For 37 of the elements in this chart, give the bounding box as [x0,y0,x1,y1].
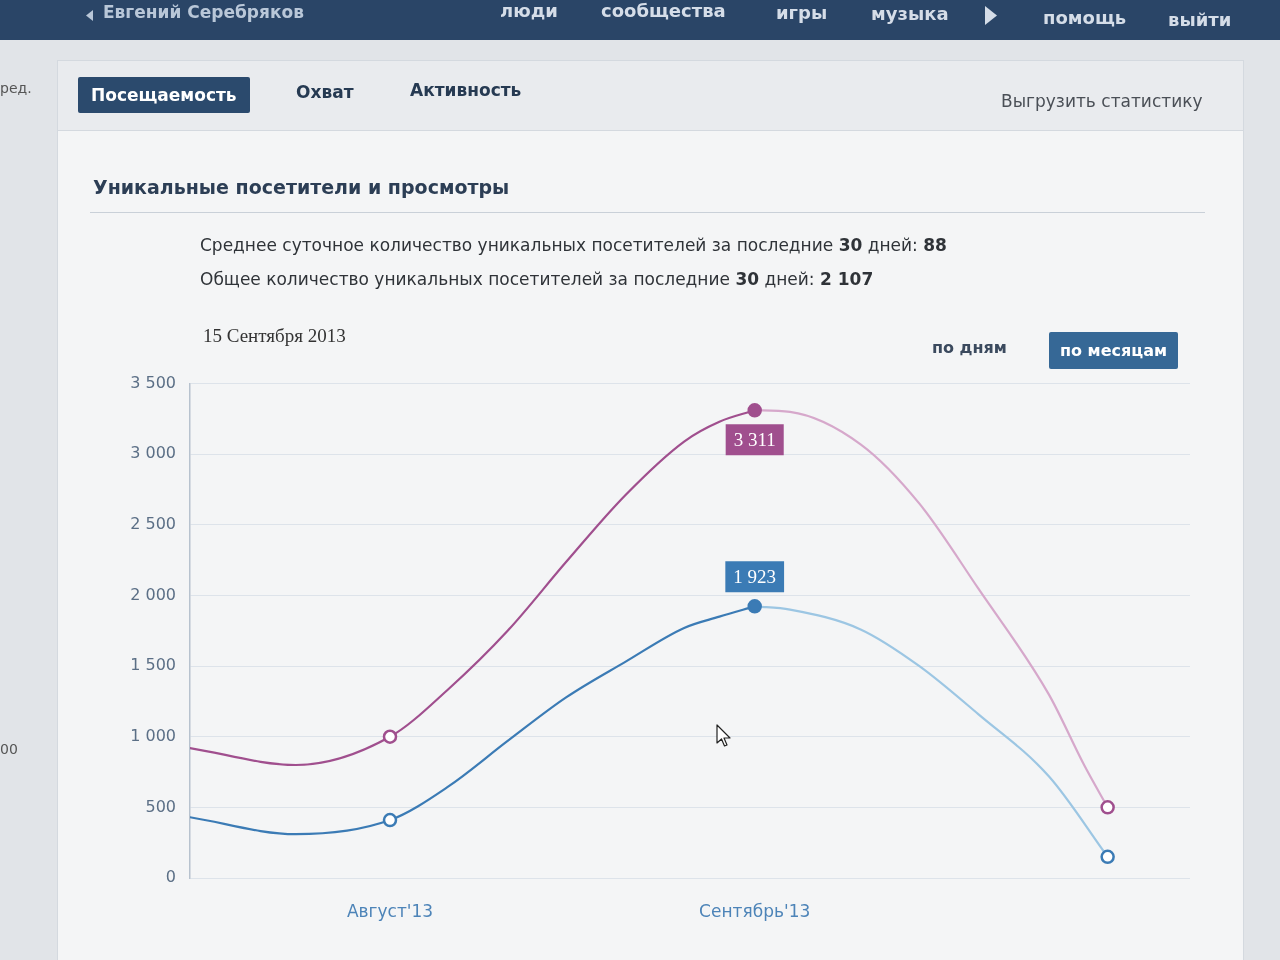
text: 15 Сентября 2013 [203,325,346,347]
y-tick-label: 0 [165,867,176,887]
text: Евгений Серебряков [103,2,304,22]
text: по дням [932,338,1007,357]
text: Выгрузить статистику [1001,91,1203,111]
chart-title: Уникальные посетители и просмотры [93,176,510,198]
data-label: 3 311 [733,428,776,450]
point [1100,800,1115,815]
y-tick-label: 1 000 [130,725,176,745]
text: выйти [1168,9,1232,30]
point [1100,849,1115,865]
point [747,403,762,418]
text: люди [500,0,558,21]
y-tick-label: 1 500 [130,655,176,675]
point [747,599,762,614]
text: сообщества [601,0,726,21]
data-label: 1 923 [733,565,777,587]
text: Охват [296,82,354,102]
y-tick-label: 500 [145,796,176,816]
text: 00 [0,741,18,757]
point [382,812,398,828]
y-tick-label: 3 000 [130,443,176,463]
text: ред. [0,80,32,96]
y-tick-label: 2 500 [130,514,176,534]
y-tick-label: 2 000 [130,584,176,604]
x-tick-label: Август'13 [346,900,434,921]
text: Активность [410,80,522,100]
text: помощь [1043,7,1127,28]
text: игры [776,2,828,23]
text: Общее количество уникальных посетителей за последние 30 дней: 2 107 [200,269,874,289]
chart-subtitle: Среднее суточное количество уникальных посетителей за последние 30 дней: 88 [200,235,947,255]
text: Посещаемость [78,77,250,113]
text: музыка [871,3,949,24]
text: по месяцам [1049,332,1179,369]
point [382,729,398,744]
x-tick-label: Сентябрь'13 [699,900,811,921]
y-tick-label: 3 500 [130,372,176,392]
